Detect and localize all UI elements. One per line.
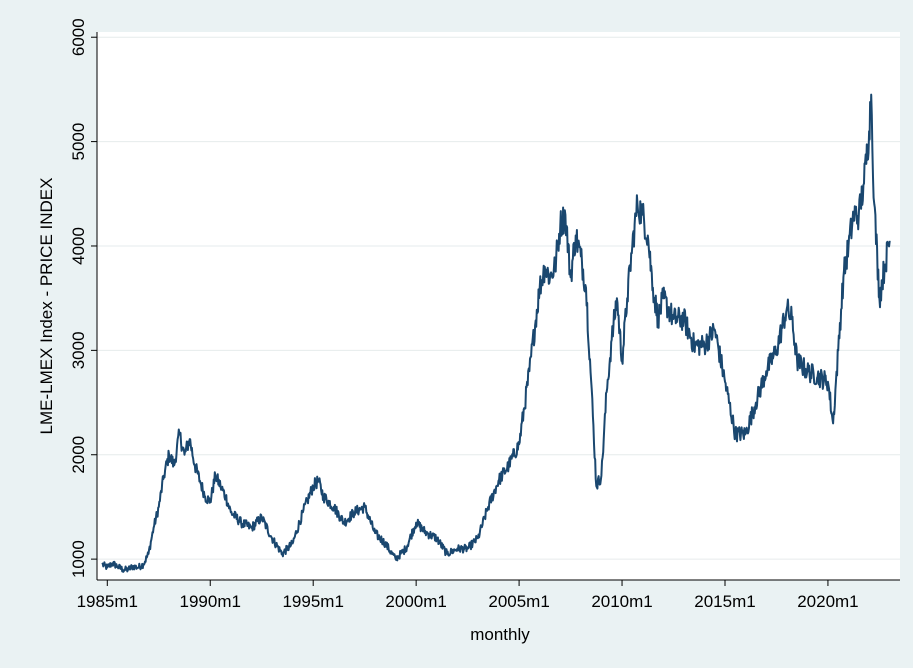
y-axis-title: LME-LMEX Index - PRICE INDEX xyxy=(37,178,56,435)
y-tick-label: 4000 xyxy=(69,227,88,265)
x-tick-label: 2020m1 xyxy=(797,592,858,611)
plot-area-background xyxy=(97,32,900,580)
y-tick-label: 6000 xyxy=(69,18,88,56)
gridlines xyxy=(97,36,900,560)
y-tick-label: 2000 xyxy=(69,436,88,474)
y-ticks: 1000 2000 3000 4000 5000 6000 xyxy=(69,18,97,578)
x-tick-label: 1995m1 xyxy=(282,592,343,611)
x-tick-label: 2000m1 xyxy=(385,592,446,611)
x-tick-label: 1985m1 xyxy=(77,592,138,611)
series-group xyxy=(101,93,891,573)
x-tick-label: 2005m1 xyxy=(488,592,549,611)
series-line xyxy=(101,93,891,573)
y-tick-label: 1000 xyxy=(69,540,88,578)
x-ticks: 1985m1 1990m1 1995m1 2000m1 2005m1 2010m1 2015… xyxy=(77,580,859,611)
x-axis-title: monthly xyxy=(470,625,530,644)
y-tick-label: 5000 xyxy=(69,123,88,161)
y-tick-label: 3000 xyxy=(69,331,88,369)
x-tick-label: 1990m1 xyxy=(180,592,241,611)
x-tick-label: 2010m1 xyxy=(591,592,652,611)
axes xyxy=(96,32,900,581)
x-tick-label: 2015m1 xyxy=(694,592,755,611)
